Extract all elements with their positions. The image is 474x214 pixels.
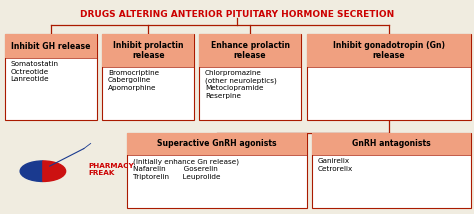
FancyBboxPatch shape	[127, 133, 307, 155]
FancyBboxPatch shape	[307, 34, 471, 120]
FancyBboxPatch shape	[199, 34, 301, 120]
FancyBboxPatch shape	[312, 133, 471, 155]
Text: Bromocriptine
Cabergoline
Apomorphine: Bromocriptine Cabergoline Apomorphine	[108, 70, 159, 91]
Wedge shape	[43, 161, 65, 181]
Wedge shape	[20, 161, 43, 181]
Text: GnRH antagonists: GnRH antagonists	[352, 139, 431, 149]
Text: Superactive GnRH agonists: Superactive GnRH agonists	[157, 139, 277, 149]
Text: Inhibit prolactin
release: Inhibit prolactin release	[113, 41, 183, 60]
FancyBboxPatch shape	[102, 34, 194, 67]
Text: Inhibit gonadotropin (Gn)
release: Inhibit gonadotropin (Gn) release	[333, 41, 445, 60]
FancyBboxPatch shape	[127, 133, 307, 208]
Text: Chlorpromazine
(other neuroleptics)
Metoclopramide
Reserpine: Chlorpromazine (other neuroleptics) Meto…	[205, 70, 277, 99]
Text: DRUGS ALTERING ANTERIOR PITUITARY HORMONE SECRETION: DRUGS ALTERING ANTERIOR PITUITARY HORMON…	[80, 10, 394, 19]
FancyBboxPatch shape	[307, 34, 471, 67]
FancyBboxPatch shape	[5, 34, 97, 120]
Text: Ganirelix
Cetrorelix: Ganirelix Cetrorelix	[318, 158, 353, 172]
Text: (Initially enhance Gn release)
Nafarelin        Goserelin
Triptorelin      Leupr: (Initially enhance Gn release) Nafarelin…	[133, 158, 239, 180]
FancyBboxPatch shape	[312, 133, 471, 208]
Text: Somatostatin
Octreotide
Lanreotide: Somatostatin Octreotide Lanreotide	[11, 61, 59, 82]
FancyBboxPatch shape	[199, 34, 301, 67]
Text: Inhibit GH release: Inhibit GH release	[11, 42, 91, 51]
Text: PHARMACY
FREAK: PHARMACY FREAK	[88, 163, 134, 176]
FancyBboxPatch shape	[5, 34, 97, 58]
Text: Enhance prolactin
release: Enhance prolactin release	[210, 41, 290, 60]
FancyBboxPatch shape	[102, 34, 194, 120]
